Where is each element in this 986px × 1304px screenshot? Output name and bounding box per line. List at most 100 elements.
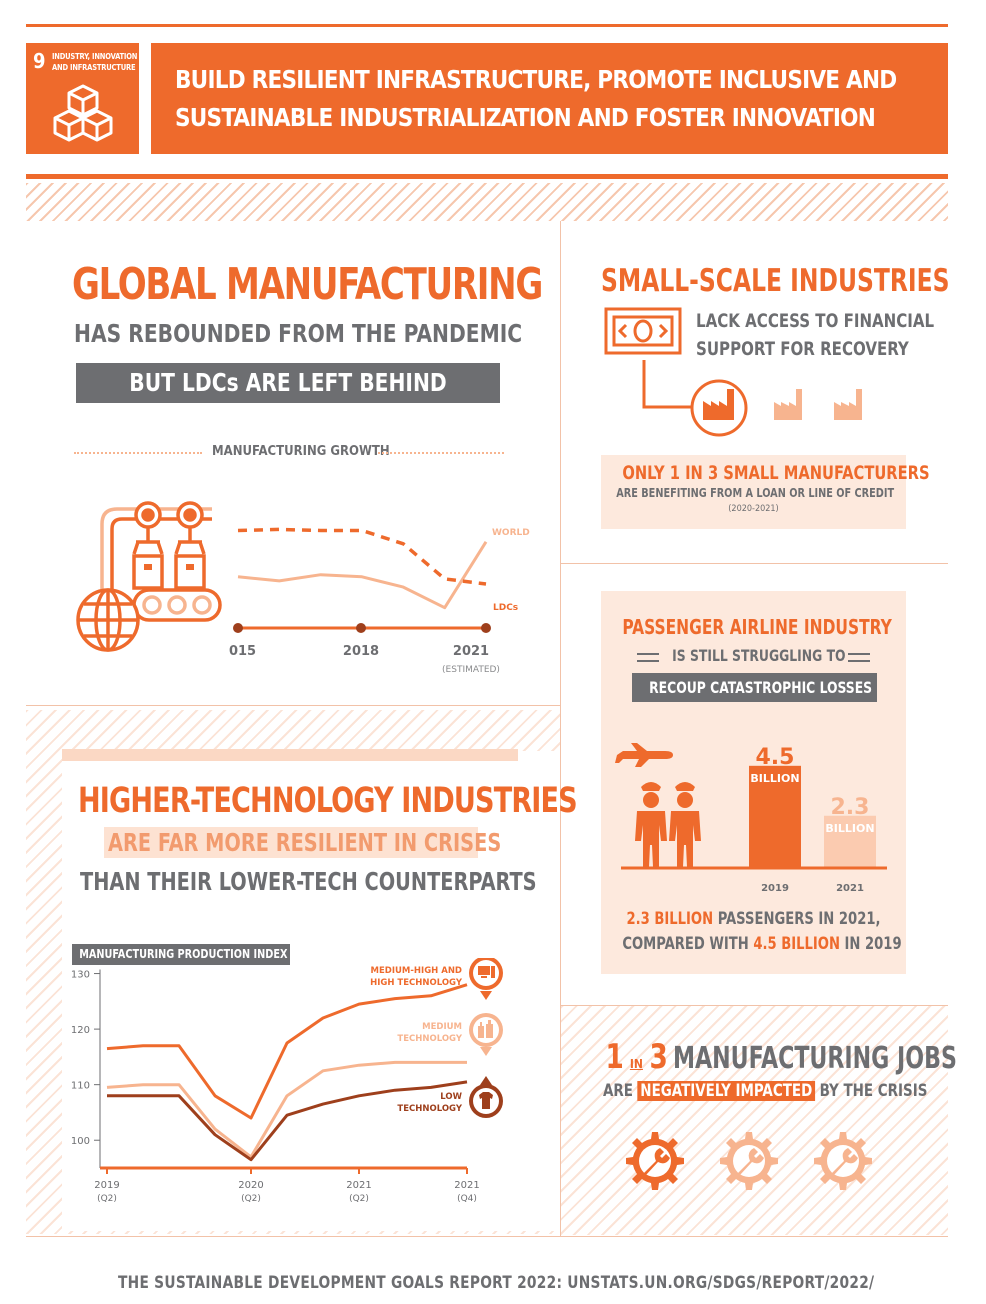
- manufacturing-banner: BUT LDCs ARE LEFT BEHIND: [76, 363, 500, 403]
- mg-legend-ldcs: LDCs: [493, 603, 518, 613]
- pi-label-high-1: MEDIUM-HIGH AND: [371, 966, 462, 976]
- jobs-are: ARE: [603, 1081, 638, 1101]
- header-top-rule: [26, 24, 948, 27]
- header-hatch-band: [26, 183, 948, 221]
- footer-source: THE SUSTAINABLE DEVELOPMENT GOALS REPORT…: [118, 1273, 875, 1293]
- pi-label-low-2: TECHNOLOGY: [397, 1104, 462, 1114]
- air-unit-2021: BILLION: [825, 822, 874, 835]
- air-bar-2019: [749, 765, 801, 868]
- money-icon: [604, 307, 682, 355]
- pilot-icon-1: [635, 782, 667, 867]
- gear-wrench-icon-3: [814, 1132, 872, 1190]
- pi-series-0: [106, 983, 468, 1120]
- mg-tick-2015: [233, 623, 243, 633]
- airline-bar-chart: 4.5 BILLION 2.3 BILLION 2019 2021: [615, 743, 887, 894]
- header-bottom-rule: [26, 174, 948, 179]
- pi-marker-low: [469, 1076, 503, 1118]
- pi-x-tick-sublabel: (Q2): [97, 1194, 117, 1204]
- factory-robot-icon: [76, 501, 222, 652]
- chart-label-rule-left: [74, 452, 202, 454]
- jobs-in: IN: [629, 1056, 643, 1071]
- pi-x-tick-label: 2019: [94, 1180, 119, 1191]
- air-xlabel-2019: 2019: [761, 883, 789, 894]
- pi-y-tick-label: 130: [71, 970, 90, 981]
- factories-diagram: [642, 360, 862, 437]
- pi-label-medium-2: TECHNOLOGY: [397, 1034, 462, 1044]
- pi-y-tick-label: 120: [71, 1025, 90, 1036]
- pi-label-low-1: LOW: [440, 1092, 462, 1102]
- mg-series-world: [237, 541, 488, 610]
- badge-label-1: INDUSTRY, INNOVATION: [52, 52, 138, 61]
- mg-xnote: (ESTIMATED): [442, 665, 500, 675]
- air-unit-2019: BILLION: [750, 772, 799, 785]
- production-index-chart: 100 110 120 130 2019 (Q2) 2020 (Q2) 2021 (Q2) 2021…: [71, 958, 503, 1204]
- airline-middle-row: IS STILL STRUGGLING TO: [601, 646, 906, 668]
- airline-caption-b-pre: COMPARED WITH: [622, 934, 754, 954]
- airline-caption-b: COMPARED WITH 4.5 BILLION IN 2019: [622, 934, 901, 954]
- hightech-title: HIGHER-TECHNOLOGY INDUSTRIES: [78, 781, 578, 821]
- tshirt-icon: [479, 1092, 493, 1109]
- cubes-icon: [53, 84, 113, 142]
- badge-number: 9: [33, 49, 46, 73]
- chart-label-rule-right: [378, 452, 504, 454]
- manufacturing-chart-label: MANUFACTURING GROWTH: [212, 444, 390, 459]
- pi-series-2: [107, 1080, 468, 1162]
- small-scale-period: (2020-2021): [728, 504, 779, 514]
- small-scale-title: SMALL-SCALE INDUSTRIES: [601, 263, 950, 299]
- pilot-icon-2: [669, 782, 701, 867]
- header-title-bar: BUILD RESILIENT INFRASTRUCTURE, PROMOTE …: [151, 43, 948, 154]
- pi-x-tick-label: 2021: [454, 1180, 479, 1191]
- hightech-line3: THAN THEIR LOWER-TECH COUNTERPARTS: [80, 867, 537, 896]
- jobs-subtitle: ARE NEGATIVELY IMPACTED BY THE CRISIS: [603, 1081, 927, 1101]
- hightech-top-bar: [62, 749, 518, 761]
- pi-x-tick-sublabel: (Q2): [241, 1194, 261, 1204]
- manufacturing-title: GLOBAL MANUFACTURING: [72, 259, 543, 310]
- airline-caption-a: 2.3 BILLION PASSENGERS IN 2021,: [622, 909, 884, 929]
- airline-banner: RECOUP CATASTROPHIC LOSSES: [632, 673, 877, 702]
- jobs-impacted: NEGATIVELY IMPACTED: [637, 1081, 815, 1101]
- factory-icon-3: [834, 389, 862, 420]
- pi-x-tick-sublabel: (Q2): [349, 1194, 369, 1204]
- pi-x-tick-sublabel: (Q4): [457, 1194, 477, 1204]
- small-scale-highlight: ONLY 1 IN 3 SMALL MANUFACTURERS: [622, 462, 930, 484]
- gears-row: [626, 1132, 872, 1190]
- pi-marker-medium: [469, 1013, 503, 1056]
- airline-middle: IS STILL STRUGGLING TO: [672, 646, 846, 665]
- manufacturing-banner-text: BUT LDCs ARE LEFT BEHIND: [129, 368, 447, 397]
- sdg-badge: 9 INDUSTRY, INNOVATION AND INFRASTRUCTUR…: [26, 43, 139, 154]
- mg-tick-2018: [356, 623, 366, 633]
- small-scale-line1: LACK ACCESS TO FINANCIAL: [696, 310, 935, 332]
- airline-panel: PASSENGER AIRLINE INDUSTRY IS STILL STRU…: [601, 591, 906, 974]
- jobs-hatch-bg: [561, 1006, 948, 1235]
- pi-marker-high: [469, 958, 503, 1000]
- small-scale-callout: ONLY 1 IN 3 SMALL MANUFACTURERS ARE BENE…: [601, 455, 930, 529]
- factory-icon-1: [703, 389, 734, 420]
- mg-xlabel-0: 2015: [228, 644, 256, 659]
- jobs-one: 1: [605, 1037, 624, 1077]
- pi-label-medium-1: MEDIUM: [422, 1022, 462, 1032]
- airline-caption-b-post: IN 2019: [839, 934, 902, 954]
- badge-label-2: AND INFRASTRUCTURE: [52, 63, 136, 72]
- pi-series-1: [106, 1060, 467, 1159]
- mg-xlabel-1: 2018: [343, 644, 379, 659]
- pi-x-tick-label: 2021: [346, 1180, 371, 1191]
- airline-caption-a-num: 2.3 BILLION: [626, 909, 714, 929]
- divider-bottom: [26, 1236, 948, 1237]
- mg-tick-2021: [481, 623, 491, 633]
- divider-right-2: [560, 1005, 948, 1006]
- manufacturing-growth-chart: 2015 2018 2021 (ESTIMATED) WORLD LDCs: [228, 527, 530, 675]
- small-scale-line2: SUPPORT FOR RECOVERY: [696, 338, 909, 360]
- hightech-chart-label-box: MANUFACTURING PRODUCTION INDEX: [72, 944, 290, 965]
- hightech-chart-label: MANUFACTURING PRODUCTION INDEX: [79, 947, 288, 961]
- airline-banner-text: RECOUP CATASTROPHIC LOSSES: [649, 678, 873, 697]
- mg-xlabel-2: 2021: [453, 644, 489, 659]
- divider-right-1: [560, 563, 948, 564]
- air-xlabel-2021: 2021: [836, 883, 864, 894]
- jobs-three: 3: [649, 1037, 668, 1077]
- double-rule-left: [637, 653, 659, 662]
- header-title-line1: BUILD RESILIENT INFRASTRUCTURE, PROMOTE …: [175, 65, 897, 94]
- pi-y-tick-label: 110: [71, 1081, 90, 1092]
- pi-label-high-2: HIGH TECHNOLOGY: [370, 978, 463, 988]
- divider-left-middle: [26, 705, 560, 706]
- header-title-line2: SUSTAINABLE INDUSTRIALIZATION AND FOSTER…: [175, 103, 876, 132]
